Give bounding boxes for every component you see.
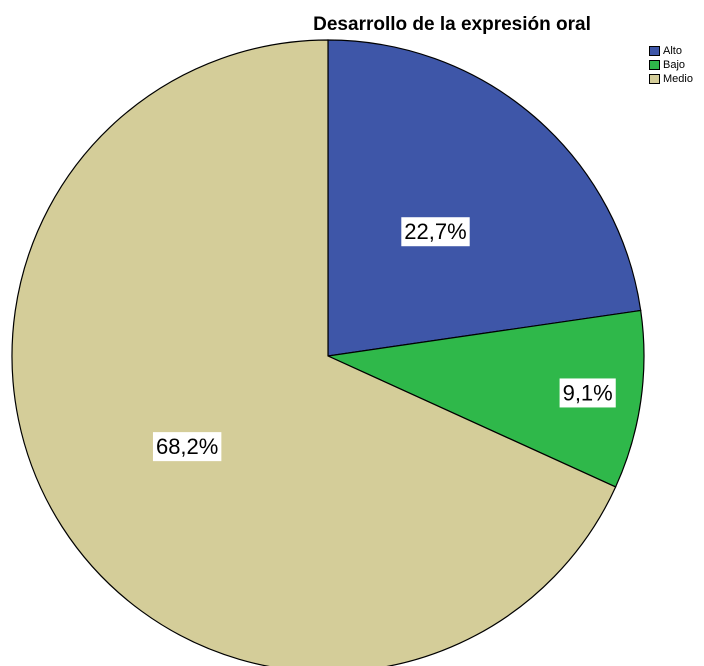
slice-label-bg-bajo [559, 378, 616, 408]
slice-label-text-bajo: 9,1% [563, 380, 613, 405]
slice-label-medio: 68,2% [152, 432, 222, 462]
legend-label-medio: Medio [663, 73, 693, 85]
legend: Alto Bajo Medio [649, 44, 693, 86]
legend-swatch-bajo [649, 60, 660, 70]
pie-slice-alto [327, 39, 642, 357]
legend-label-bajo: Bajo [663, 59, 686, 71]
legend-item-bajo: Bajo [649, 58, 693, 72]
pie-slice-bajo [325, 309, 645, 488]
legend-label-alto: Alto [663, 45, 682, 57]
legend-item-alto: Alto [649, 44, 693, 58]
slice-label-bg-medio [152, 432, 222, 462]
legend-swatch-medio [649, 74, 660, 84]
slice-label-bajo: 9,1% [559, 378, 616, 408]
slice-label-text-medio: 68,2% [156, 434, 218, 459]
slice-label-alto: 22,7% [401, 217, 470, 247]
legend-item-medio: Medio [649, 72, 693, 86]
legend-swatch-alto [649, 46, 660, 56]
pie-slice-medio [11, 39, 617, 666]
slice-label-text-alto: 22,7% [404, 219, 466, 244]
slice-label-bg-alto [401, 217, 470, 247]
chart-title: Desarrollo de la expresión oral [313, 14, 591, 35]
